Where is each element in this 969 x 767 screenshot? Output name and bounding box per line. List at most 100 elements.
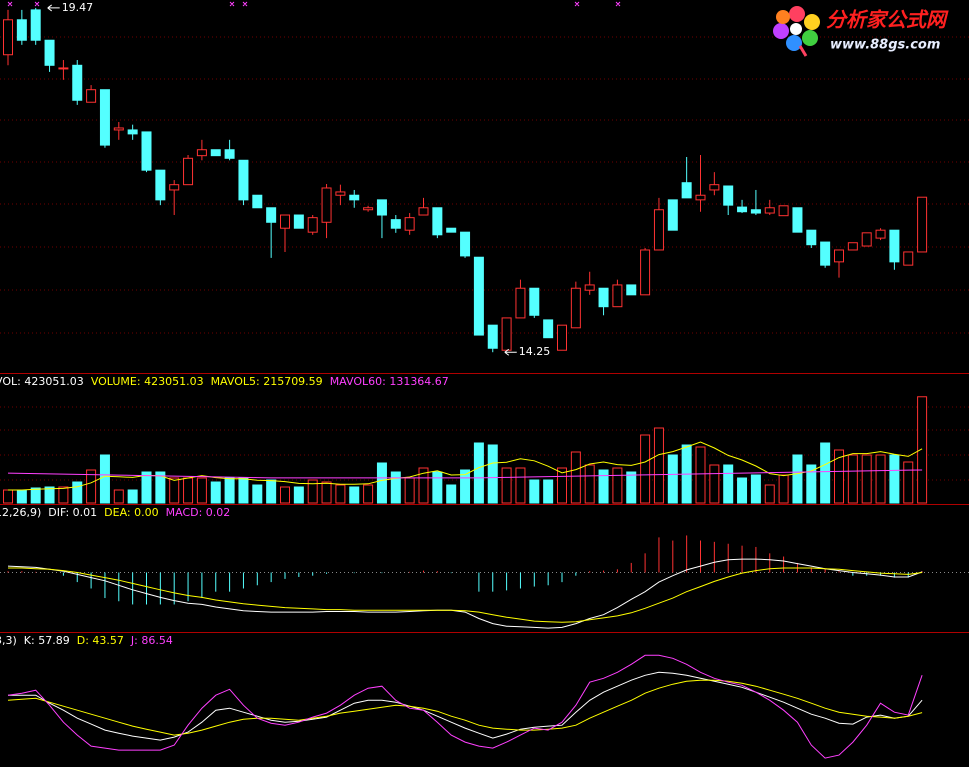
volume-bar <box>598 469 609 504</box>
candle-body <box>917 196 928 253</box>
volume-bar <box>473 442 484 504</box>
volume-bar <box>612 467 623 504</box>
extreme-arrow <box>47 4 60 12</box>
volume-bar <box>72 481 83 504</box>
volume-bar <box>238 477 249 504</box>
volume-bar <box>266 479 277 504</box>
volume-bar <box>529 479 540 504</box>
candle-body <box>640 249 651 296</box>
volume-bar <box>764 484 775 504</box>
candle-body <box>210 149 221 157</box>
volume-bar <box>723 464 734 504</box>
candle-body <box>86 89 97 103</box>
volume-bar <box>653 427 664 504</box>
candle-body <box>183 157 194 186</box>
candle-body <box>390 219 401 229</box>
candle-body <box>113 127 124 131</box>
candle-body <box>307 217 318 233</box>
candle-body <box>293 214 304 229</box>
candle-body <box>335 191 346 196</box>
volume-bar <box>515 467 526 504</box>
candle-body <box>709 184 720 191</box>
candle-body <box>847 242 858 251</box>
candle-body <box>501 317 512 351</box>
panel-header: MAVOL5: 215709.59 <box>211 375 323 388</box>
candle-body <box>238 159 249 201</box>
candle-body <box>3 19 13 56</box>
candle-body <box>99 89 110 146</box>
volume-bar <box>584 464 595 504</box>
volume-bar <box>875 454 886 504</box>
volume-bar <box>349 486 360 504</box>
indicator-line <box>8 671 923 741</box>
volume-bar <box>889 454 900 504</box>
indicator-line <box>7 469 923 479</box>
panel-header: DEA: 0.00 <box>104 506 158 519</box>
indicator-line <box>7 558 923 629</box>
panel-header: K: 57.89 <box>24 634 70 647</box>
candle-body <box>598 287 609 308</box>
volume-bar <box>16 489 27 504</box>
volume-bar <box>557 467 567 504</box>
panel-header: MACD: 0.02 <box>166 506 231 519</box>
volume-bar <box>210 481 221 504</box>
volume-bar <box>280 486 290 504</box>
volume-bar <box>806 464 817 504</box>
logo: 分析家公式网 www.88gs.com <box>773 6 949 57</box>
candle-body <box>667 199 678 231</box>
volume-bar <box>626 471 637 504</box>
volume-bar <box>293 486 304 504</box>
panel-header: 12,26,9) <box>0 506 41 519</box>
volume-bar <box>3 489 13 504</box>
panel-separators <box>0 373 969 633</box>
candle-body <box>626 284 637 296</box>
volume-bar <box>183 477 194 504</box>
volume-bar <box>113 489 124 504</box>
candle-body <box>543 319 554 339</box>
volume-bar <box>224 477 235 504</box>
candle-body <box>764 207 775 214</box>
volume-bar <box>861 454 872 504</box>
volume-bar <box>737 477 748 504</box>
candle-body <box>487 324 498 349</box>
volume-bar <box>709 464 720 504</box>
candle-body <box>515 287 526 319</box>
volume-bar <box>335 484 346 504</box>
volume-bar <box>834 449 844 504</box>
panel-header: MAVOL60: 131364.67 <box>330 375 449 388</box>
candle-body <box>321 187 332 223</box>
volume-bar <box>363 484 374 504</box>
indicator-line <box>7 679 923 736</box>
candle-body <box>834 249 844 263</box>
volume-bar <box>307 479 318 504</box>
volume-bar <box>570 451 581 504</box>
volume-bar <box>667 454 678 504</box>
candle-body <box>557 324 567 351</box>
candle-body <box>473 256 484 336</box>
candle-body <box>903 251 914 266</box>
candle-body <box>806 229 817 246</box>
logo-title: 分析家公式网 <box>826 8 949 32</box>
volume-bar <box>446 484 457 504</box>
candle-body <box>58 67 69 70</box>
candle-body <box>446 227 457 233</box>
candle-body <box>820 241 831 266</box>
volume-bar <box>44 486 55 504</box>
candle-body <box>16 19 27 41</box>
candle-body <box>155 169 166 201</box>
candle-body <box>44 39 55 66</box>
candle-body <box>695 194 706 201</box>
extreme-arrow <box>504 348 517 356</box>
candle-body <box>280 214 290 229</box>
candle-body <box>778 205 789 217</box>
volume-bar <box>820 442 831 504</box>
candle-body <box>432 207 443 236</box>
volume-bar <box>432 471 443 504</box>
candle-body <box>224 149 235 159</box>
indicator-line <box>8 567 923 623</box>
volume-bar <box>390 471 401 504</box>
volume-bar <box>86 469 97 504</box>
volume-bar <box>127 489 138 504</box>
